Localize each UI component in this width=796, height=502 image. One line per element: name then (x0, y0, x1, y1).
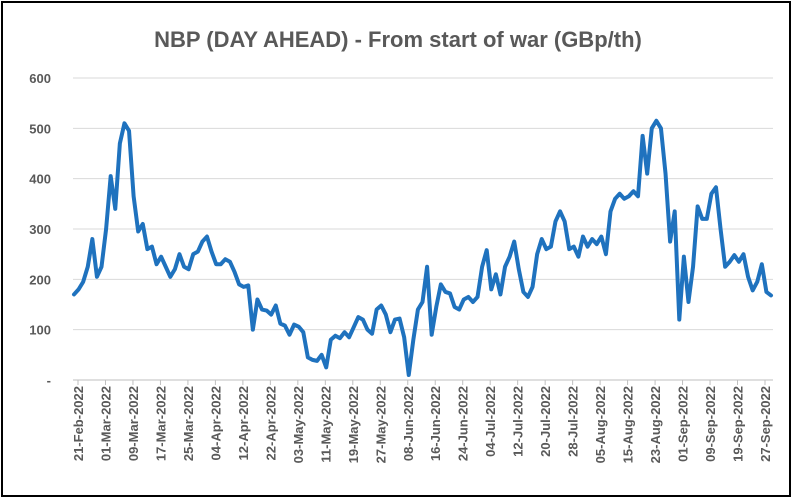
x-tick-label: 28-Jul-2022 (566, 386, 581, 457)
x-tick-label: 05-Aug-2022 (593, 386, 608, 463)
y-tick-label: 200 (29, 272, 51, 287)
x-tick-label: 16-Jun-2022 (428, 386, 443, 461)
y-tick-label: 500 (29, 121, 51, 136)
y-tick-label: 600 (29, 71, 51, 86)
x-tick-label: 04-Jul-2022 (483, 386, 498, 457)
x-tick-label: 09-Sep-2022 (703, 386, 718, 462)
x-tick-label: 11-May-2022 (318, 386, 333, 463)
x-tick-label: 19-Sep-2022 (731, 386, 746, 462)
x-tick-label: 24-Jun-2022 (456, 386, 471, 461)
x-tick-label: 19-May-2022 (346, 386, 361, 463)
series-layer (72, 118, 773, 377)
x-tick-label: 03-May-2022 (291, 386, 306, 463)
x-tick-label: 09-Mar-2022 (126, 386, 141, 461)
y-tick-label: 300 (29, 222, 51, 237)
y-tick-label: 400 (29, 172, 51, 187)
y-axis-ticks: 600 500 400 300 200 100 - (29, 71, 51, 388)
x-tick-label: 22-Apr-2022 (263, 386, 278, 460)
x-tick-label: 12-Apr-2022 (236, 386, 251, 460)
x-tick-label: 12-Jul-2022 (511, 386, 526, 457)
y-tick-label: - (47, 373, 51, 388)
x-tick-label: 20-Jul-2022 (538, 386, 553, 457)
x-tick-label: 27-May-2022 (373, 386, 388, 463)
x-tick-label: 17-Mar-2022 (153, 386, 168, 461)
x-axis-ticks: 21-Feb-2022 01-Mar-2022 09-Mar-2022 17-Mar-… (71, 386, 773, 463)
x-tick-label: 01-Mar-2022 (98, 386, 113, 461)
x-tick-label: 15-Aug-2022 (621, 386, 636, 463)
x-tick-label: 08-Jun-2022 (401, 386, 416, 461)
chart-title: NBP (DAY AHEAD) - From start of war (GBp… (154, 27, 642, 52)
gridlines (73, 77, 773, 331)
x-tick-label: 23-Aug-2022 (648, 386, 663, 463)
y-tick-label: 100 (29, 323, 51, 338)
x-tick-label: 04-Apr-2022 (208, 386, 223, 460)
x-tick-label: 21-Feb-2022 (71, 386, 86, 461)
series-line (72, 118, 773, 377)
x-tick-label: 01-Sep-2022 (676, 386, 691, 462)
x-tick-label: 27-Sep-2022 (758, 386, 773, 462)
line-chart: NBP (DAY AHEAD) - From start of war (GBp… (29, 27, 773, 463)
x-axis (73, 379, 773, 385)
x-tick-label: 25-Mar-2022 (181, 386, 196, 461)
